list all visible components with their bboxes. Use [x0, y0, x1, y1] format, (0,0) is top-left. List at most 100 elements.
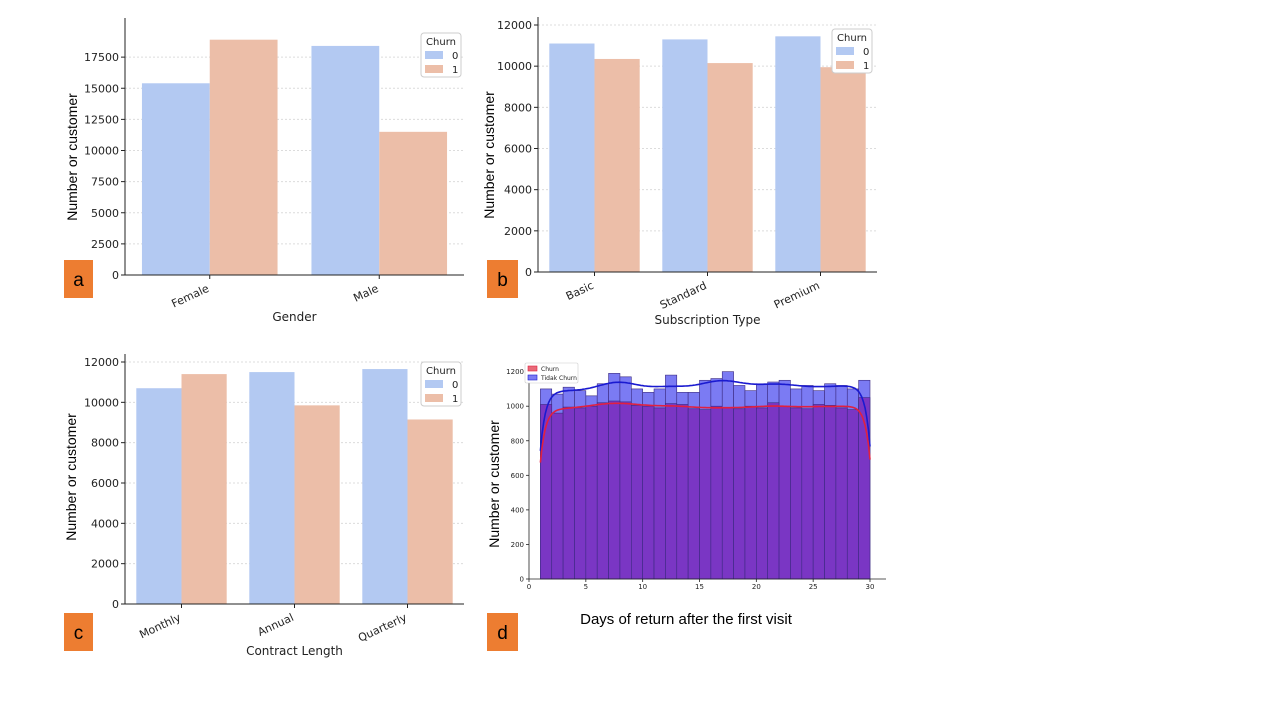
y-tick-label: 7500: [91, 176, 119, 189]
legend-label-churn: Churn: [541, 366, 559, 373]
hist-bar-churn: [710, 405, 723, 580]
y-tick-label: 1000: [506, 403, 524, 411]
x-tick-label: 20: [752, 583, 761, 591]
bar-monthly-churn-1: [181, 374, 227, 604]
legend-box: [524, 362, 579, 384]
legend-swatch-tidak-churn: [527, 374, 538, 381]
y-tick-label: 2000: [504, 225, 532, 238]
legend-swatch-0: [425, 51, 443, 59]
badge-c-label: c: [74, 623, 84, 644]
y-axis-title: Number or customer: [486, 420, 502, 548]
bar-standard-churn-1: [707, 63, 753, 273]
hist-bar-churn: [676, 404, 689, 580]
legend-swatch-0: [425, 380, 443, 388]
hist-bar-churn: [790, 407, 803, 580]
legend-title: Churn: [837, 33, 867, 44]
y-tick-label: 5000: [91, 207, 119, 220]
legend-label-0: 0: [863, 47, 869, 58]
y-tick-label: 10000: [84, 396, 119, 409]
hist-bar-churn: [665, 403, 678, 580]
x-tick-label: Quarterly: [356, 611, 409, 645]
panel-b-subscription-chart: 0 2000 4000 6000 8000 10000 12000 Basic Standard…: [481, 17, 877, 327]
hist-bar-churn: [596, 402, 609, 580]
bar-quarterly-churn-1: [407, 419, 453, 604]
y-axis-title: Number or customer: [63, 413, 79, 541]
hist-bar-churn: [733, 408, 746, 580]
bar-male-churn-0: [311, 45, 380, 275]
legend-swatch-1: [425, 65, 443, 73]
bar-premium-churn-1: [820, 67, 866, 272]
y-tick-label: 10000: [84, 145, 119, 158]
kde-curve-churn: [539, 402, 871, 463]
x-tick-label: 15: [695, 583, 704, 591]
hist-bar-churn: [642, 405, 655, 580]
x-tick-label: Monthly: [137, 611, 183, 642]
x-axis-title: Contract Length: [246, 644, 343, 658]
y-tick-label: 0: [112, 269, 119, 282]
y-tick-label: 0: [112, 598, 119, 611]
hist-bar-churn: [608, 400, 621, 580]
legend-swatch-1: [425, 394, 443, 402]
badge-b-label: b: [497, 270, 508, 291]
x-tick-label: Annual: [256, 611, 296, 639]
bar-quarterly-churn-0: [362, 369, 408, 604]
badge-b-box: [487, 260, 518, 298]
y-tick-label: 1200: [506, 368, 524, 376]
bar-basic-churn-1: [594, 58, 640, 273]
y-tick-label: 12000: [497, 19, 532, 32]
badge-d: d: [487, 613, 518, 651]
x-tick-label: 10: [638, 583, 647, 591]
y-tick-label: 15000: [84, 82, 119, 95]
y-tick-label: 2000: [91, 558, 119, 571]
badge-a: a: [64, 260, 93, 298]
x-tick-label: 5: [584, 583, 588, 591]
x-axis-title: Days of return after the first visit: [580, 611, 793, 628]
bar-female-churn-1: [209, 39, 278, 275]
x-axis-title: Gender: [272, 310, 316, 324]
hist-bar-churn: [653, 407, 666, 580]
hist-bar-churn: [687, 408, 700, 580]
hist-bar-churn: [801, 408, 814, 580]
y-tick-label: 6000: [91, 477, 119, 490]
x-tick-label: 25: [809, 583, 818, 591]
y-tick-label: 8000: [91, 437, 119, 450]
legend-swatch-0: [836, 47, 854, 55]
y-tick-label: 4000: [504, 184, 532, 197]
legend-label-0: 0: [452, 51, 458, 62]
badge-a-box: [64, 260, 93, 298]
badge-c: c: [64, 613, 93, 651]
hist-bar-churn: [721, 407, 734, 580]
x-tick-label: Basic: [564, 279, 596, 303]
x-tick-label: 0: [527, 583, 531, 591]
hist-bar-churn: [630, 405, 643, 580]
badge-d-label: d: [497, 623, 508, 644]
legend-swatch-churn: [527, 365, 538, 372]
hist-bar-churn: [835, 407, 848, 580]
hist-bar-churn: [585, 405, 598, 580]
hist-bar-churn: [574, 407, 587, 580]
hist-bar-churn: [846, 409, 859, 580]
bar-annual-churn-1: [294, 405, 340, 604]
x-tick-label: Female: [169, 282, 211, 311]
y-tick-label: 0: [525, 266, 532, 279]
legend-label-1: 1: [863, 61, 869, 72]
legend-label-1: 1: [452, 394, 458, 405]
panel-c-contract-chart: 0 2000 4000 6000 8000 10000 12000 Monthly Annual…: [63, 354, 464, 658]
y-tick-label: 600: [511, 472, 524, 480]
y-tick-label: 12000: [84, 356, 119, 369]
hist-bar-churn: [767, 402, 780, 580]
y-tick-label: 200: [511, 541, 524, 549]
y-axis-title: Number or customer: [64, 93, 80, 221]
hist-bar-churn: [699, 409, 712, 580]
bar-female-churn-0: [141, 83, 210, 276]
hist-bar-churn: [778, 405, 791, 580]
x-tick-label: 30: [866, 583, 875, 591]
bar-monthly-churn-0: [136, 388, 182, 604]
panel-d-days-histogram: 0 200 400 600 800 1000 1200 0 5 10 15 20 25 30 Days of…: [486, 362, 886, 628]
y-tick-label: 8000: [504, 101, 532, 114]
x-axis-title: Subscription Type: [655, 313, 761, 327]
legend-label-0: 0: [452, 380, 458, 391]
y-tick-label: 0: [520, 576, 524, 584]
badge-b: b: [487, 260, 518, 298]
